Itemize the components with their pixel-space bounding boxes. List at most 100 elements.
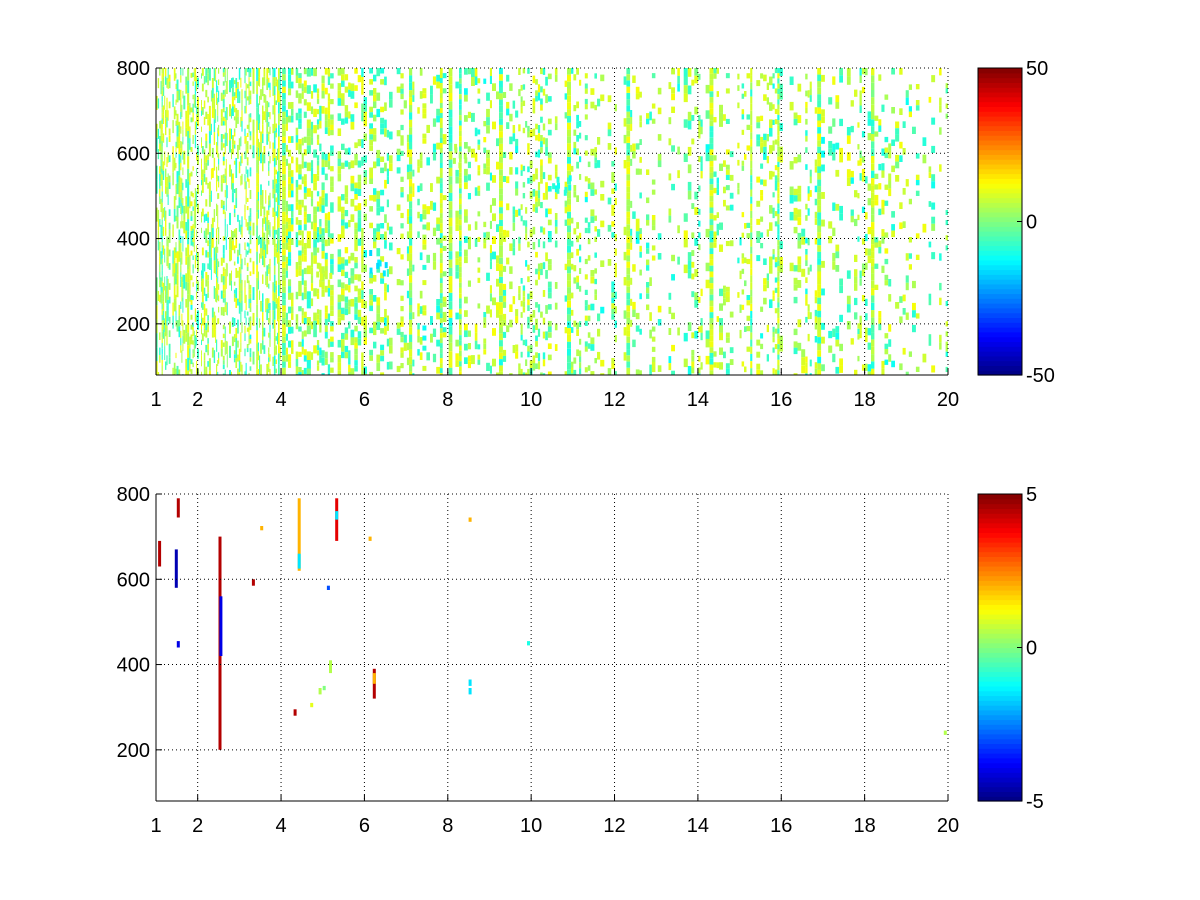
heatmap-cell	[161, 219, 163, 226]
heatmap-cell	[564, 327, 567, 334]
heatmap-cell	[316, 134, 320, 140]
heatmap-cell	[850, 209, 854, 216]
heatmap-cell	[380, 344, 385, 351]
heatmap-cell	[797, 217, 802, 226]
heatmap-cell	[376, 158, 381, 167]
heatmap-cell	[208, 257, 211, 270]
heatmap-cell	[324, 351, 328, 359]
heatmap-cell	[384, 317, 387, 327]
heatmap-cell	[716, 189, 719, 195]
heatmap-cell	[832, 227, 836, 237]
heatmap-cell	[306, 239, 311, 249]
heatmap-cell	[573, 129, 577, 136]
heatmap-cell	[545, 252, 548, 262]
heatmap-cell	[540, 98, 543, 105]
heatmap-cell	[744, 366, 747, 373]
heatmap-cell	[203, 352, 206, 361]
heatmap-cell	[222, 324, 225, 330]
heatmap-cell	[337, 249, 342, 257]
heatmap-cell	[324, 358, 328, 365]
heatmap-cell	[409, 342, 413, 350]
heatmap-cell	[175, 310, 177, 316]
heatmap-cell	[597, 137, 601, 145]
heatmap-cell	[269, 317, 271, 325]
heatmap-cell	[288, 183, 292, 191]
heatmap-cell	[626, 299, 631, 306]
heatmap-cell	[814, 238, 818, 245]
heatmap-cell	[180, 330, 182, 339]
heatmap-cell	[779, 68, 783, 76]
heatmap-cell	[285, 263, 288, 271]
heatmap-cell	[164, 318, 166, 333]
heatmap-cell	[282, 68, 286, 75]
heatmap-cell	[207, 251, 209, 258]
heatmap-cell	[278, 90, 280, 103]
heatmap-cell	[436, 115, 440, 123]
heatmap-cell	[161, 236, 163, 242]
heatmap-cell	[278, 273, 280, 285]
heatmap-cell	[547, 118, 552, 125]
heatmap-cell	[244, 333, 246, 341]
heatmap-cell	[542, 352, 546, 360]
heatmap-cell	[683, 332, 688, 342]
heatmap-cell	[535, 207, 538, 213]
heatmap-cell	[939, 68, 942, 76]
heatmap-cell	[384, 76, 387, 86]
heatmap-cell	[275, 345, 277, 351]
heatmap-cell	[229, 80, 231, 93]
heatmap-cell	[623, 277, 627, 286]
heatmap-cell	[215, 260, 217, 275]
heatmap-cell	[298, 255, 302, 261]
heatmap-cell	[197, 116, 199, 127]
heatmap-cell	[161, 354, 163, 360]
heatmap-cell	[756, 140, 761, 147]
heatmap-cell	[709, 230, 714, 237]
heatmap-cell	[713, 351, 717, 357]
heatmap-cell	[611, 297, 615, 304]
heatmap-cell	[241, 279, 243, 291]
heatmap-cell	[547, 96, 552, 102]
heatmap-cell	[321, 205, 325, 213]
heatmap-cell	[278, 113, 280, 126]
heatmap-cell	[278, 307, 280, 320]
heatmap-cell	[160, 120, 162, 134]
heatmap-cell	[632, 143, 636, 151]
heatmap-cell	[777, 208, 780, 214]
heatmap-cell	[341, 93, 345, 100]
heatmap-cell	[884, 94, 889, 100]
heatmap-cell	[329, 272, 333, 279]
heatmap-cell	[854, 89, 858, 97]
heatmap-cell	[455, 176, 459, 184]
heatmap-cell	[244, 287, 246, 296]
heatmap-cell	[285, 354, 288, 362]
heatmap-cell	[337, 309, 342, 318]
heatmap-cell	[700, 318, 703, 326]
heatmap-cell	[908, 111, 912, 118]
heatmap-cell	[499, 270, 503, 277]
heatmap-cell	[573, 74, 577, 81]
heatmap-cell	[282, 367, 286, 375]
heatmap-cell	[168, 296, 171, 304]
colorbar-step	[978, 341, 1022, 347]
heatmap-cell	[165, 185, 167, 194]
heatmap-cell	[915, 190, 920, 196]
heatmap-cell	[527, 177, 530, 184]
heatmap-cell	[165, 361, 167, 370]
heatmap-cell	[455, 210, 459, 218]
heatmap-cell	[282, 311, 286, 318]
heatmap-cell	[846, 321, 851, 330]
heatmap-cell	[895, 154, 900, 162]
heatmap-cell	[439, 153, 443, 158]
heatmap-cell	[210, 168, 212, 180]
heatmap-cell	[201, 263, 204, 271]
heatmap-cell	[298, 108, 302, 114]
heatmap-cell	[439, 83, 443, 88]
heatmap-cell	[207, 286, 209, 293]
heatmap-cell	[750, 275, 753, 283]
heatmap-cell	[772, 290, 775, 296]
heatmap-cell	[268, 210, 270, 216]
heatmap-cell	[419, 306, 423, 314]
heatmap-cell	[259, 114, 261, 124]
heatmap-cell	[564, 181, 567, 188]
heatmap-cell	[237, 96, 239, 103]
